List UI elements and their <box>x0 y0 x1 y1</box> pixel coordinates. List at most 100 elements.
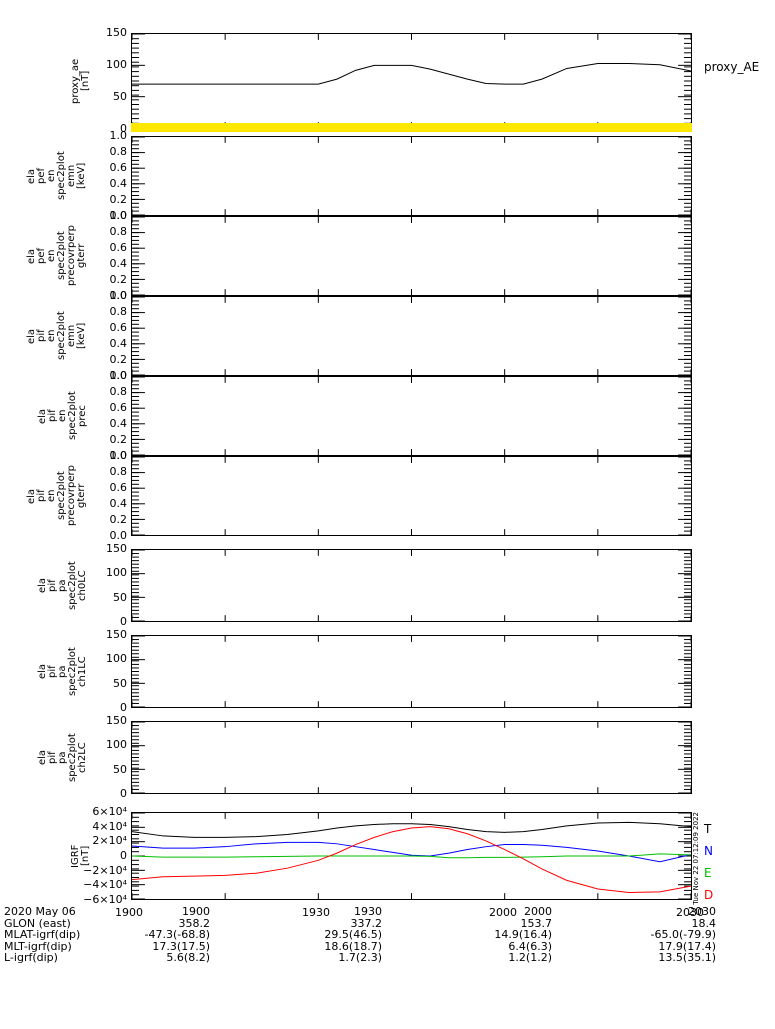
table-row-label: MLT-igrf(dip) <box>4 939 72 953</box>
table-cell: 14.9(16.4) <box>494 928 552 942</box>
y-tick-label: 150 <box>106 628 127 641</box>
y-tick-label: 0.4 <box>109 497 128 510</box>
trace-E <box>132 854 691 858</box>
panel-ylabel-ela-pef-en-spec2plot: ela pef en spec2plot emn [keV] <box>26 151 87 201</box>
table-cell: 6.4(6.3) <box>508 939 552 953</box>
y-tick-label: 0.2 <box>109 273 128 286</box>
panel-ylabel-ela-pif-pa-spec2plot-ch2lc: ela pif pa spec2plot ch2LC <box>37 733 88 782</box>
legend-igrf-E: E <box>704 866 712 880</box>
y-tick-label: −6×10⁴ <box>83 893 127 906</box>
table-cell: 13.5(35.1) <box>658 951 716 965</box>
panel-ela-pif-en-spec2plot <box>131 296 692 376</box>
y-tick-label: 100 <box>106 566 127 580</box>
table-cell: 337.2 <box>350 916 383 930</box>
y-tick-label: 0.6 <box>109 481 128 494</box>
panel-ylabel-ela-pif-en-spec2plot-prec: ela pif en spec2plot prec <box>37 391 88 441</box>
y-tick-label: 0.4 <box>109 337 128 350</box>
y-tick-label: 0.2 <box>109 513 128 526</box>
panel-igrf <box>131 812 692 900</box>
y-tick-label: 6×10⁴ <box>92 805 127 818</box>
legend-igrf-D: D <box>704 888 714 902</box>
y-tick-label: −4×10⁴ <box>83 878 127 892</box>
y-tick-label: 50 <box>113 676 127 690</box>
y-tick-label: 1.0 <box>109 289 128 302</box>
legend-igrf-T: T <box>704 822 712 836</box>
table-cell: 17.9(17.4) <box>658 939 716 953</box>
y-tick-label: 50 <box>113 90 127 103</box>
panel-ela-pef-en-spec2plot <box>131 136 692 216</box>
y-tick-label: 0.8 <box>109 465 128 478</box>
table-cell: -65.0(-79.9) <box>650 928 716 942</box>
table-row-label: GLON (east) <box>4 916 71 930</box>
table-cell: 1900 <box>182 905 210 918</box>
panel-proxy-ae <box>131 33 692 129</box>
y-tick-label: 4×10⁴ <box>92 819 127 833</box>
x-tick-label-1900: 1900 <box>115 906 143 919</box>
table-row-label: 2020 May 06 <box>4 905 76 918</box>
panel-ela-pif-pa-spec2plot-ch2lc <box>131 721 692 794</box>
y-tick-label: 1.0 <box>109 369 128 382</box>
y-tick-label: 0.4 <box>109 257 128 270</box>
status-bar-yellow <box>131 123 692 132</box>
y-tick-label: 0 <box>120 787 127 800</box>
y-tick-label: 0 <box>120 701 127 714</box>
legend-proxy-ae: proxy_AE <box>704 60 760 74</box>
y-tick-label: 0.6 <box>109 161 128 174</box>
panel-ylabel-ela-pef-en-spec2plot-precovrperp-gterr: ela pef en spec2plot precovrperp gterr <box>26 225 87 287</box>
y-tick-label: 0.6 <box>109 321 128 334</box>
panel-ylabel-ela-pif-pa-spec2plot-ch0lc: ela pif pa spec2plot ch0LC <box>37 561 88 610</box>
y-tick-label: 150 <box>106 542 127 555</box>
panel-ylabel-ela-pif-en-spec2plot: ela pif en spec2plot emn [keV] <box>26 311 87 361</box>
y-tick-label: 1.0 <box>109 449 128 462</box>
table-cell: 1.7(2.3) <box>338 951 382 965</box>
y-tick-label: 1.0 <box>109 209 128 222</box>
trace-T <box>132 822 691 837</box>
y-tick-label: 150 <box>106 714 127 727</box>
table-cell: 17.3(17.5) <box>152 939 210 953</box>
table-cell: 358.2 <box>178 916 211 930</box>
table-row-label: MLAT-igrf(dip) <box>4 928 81 942</box>
y-tick-label: 1.0 <box>109 129 128 142</box>
table-cell: 18.4 <box>691 916 717 930</box>
table-cell: 29.5(46.5) <box>324 928 382 942</box>
panel-ela-pef-en-spec2plot-precovrperp-gterr <box>131 216 692 296</box>
y-tick-label: 0.2 <box>109 353 128 366</box>
y-tick-label: 100 <box>106 652 127 666</box>
x-tick-label-1930: 1930 <box>302 906 330 919</box>
footer-notes <box>480 976 772 1029</box>
y-tick-label: 150 <box>106 26 127 39</box>
y-tick-label: 50 <box>113 762 127 776</box>
panel-ylabel-ela-pif-pa-spec2plot-ch1lc: ela pif pa spec2plot ch1LC <box>37 647 88 696</box>
trace-D <box>132 827 691 893</box>
y-tick-label: 0.0 <box>109 369 128 382</box>
y-tick-label: 0.6 <box>109 241 128 254</box>
table-cell: 18.6(18.7) <box>324 939 382 953</box>
y-tick-label: 0.0 <box>109 289 128 302</box>
vertical-timestamp: Tue Nov 22 07:12:09 2022 <box>692 812 700 905</box>
y-tick-label: 0.8 <box>109 145 128 158</box>
y-tick-label: 0.2 <box>109 433 128 446</box>
table-row-label: L-igrf(dip) <box>4 951 58 965</box>
y-tick-label: 50 <box>113 590 127 604</box>
y-tick-label: 0 <box>120 615 127 628</box>
panel-ylabel-igrf: IGRF [nT] <box>70 844 91 868</box>
panel-ela-pif-en-spec2plot-precovrperp-gterr <box>131 456 692 536</box>
y-tick-label: 100 <box>106 738 127 752</box>
y-tick-label: 0.8 <box>109 305 128 318</box>
y-tick-label: 0.0 <box>109 209 128 222</box>
panel-ela-pif-en-spec2plot-prec <box>131 376 692 456</box>
trace-N <box>132 842 691 861</box>
y-tick-label: 0.2 <box>109 193 128 206</box>
y-tick-label: 0.8 <box>109 225 128 238</box>
y-tick-label: 2×10⁴ <box>92 834 127 848</box>
y-tick-label: 0.0 <box>109 529 128 542</box>
y-tick-label: 0.4 <box>109 177 128 190</box>
x-tick-label-2000: 2000 <box>489 906 517 919</box>
y-tick-label: 0.8 <box>109 385 128 398</box>
table-cell: 2000 <box>524 905 552 918</box>
panel-ela-pif-pa-spec2plot-ch0lc <box>131 549 692 622</box>
y-tick-label: 100 <box>106 58 127 71</box>
legend-igrf-N: N <box>704 844 713 858</box>
y-tick-label: 0.0 <box>109 449 128 462</box>
table-cell: 2030 <box>688 905 716 918</box>
